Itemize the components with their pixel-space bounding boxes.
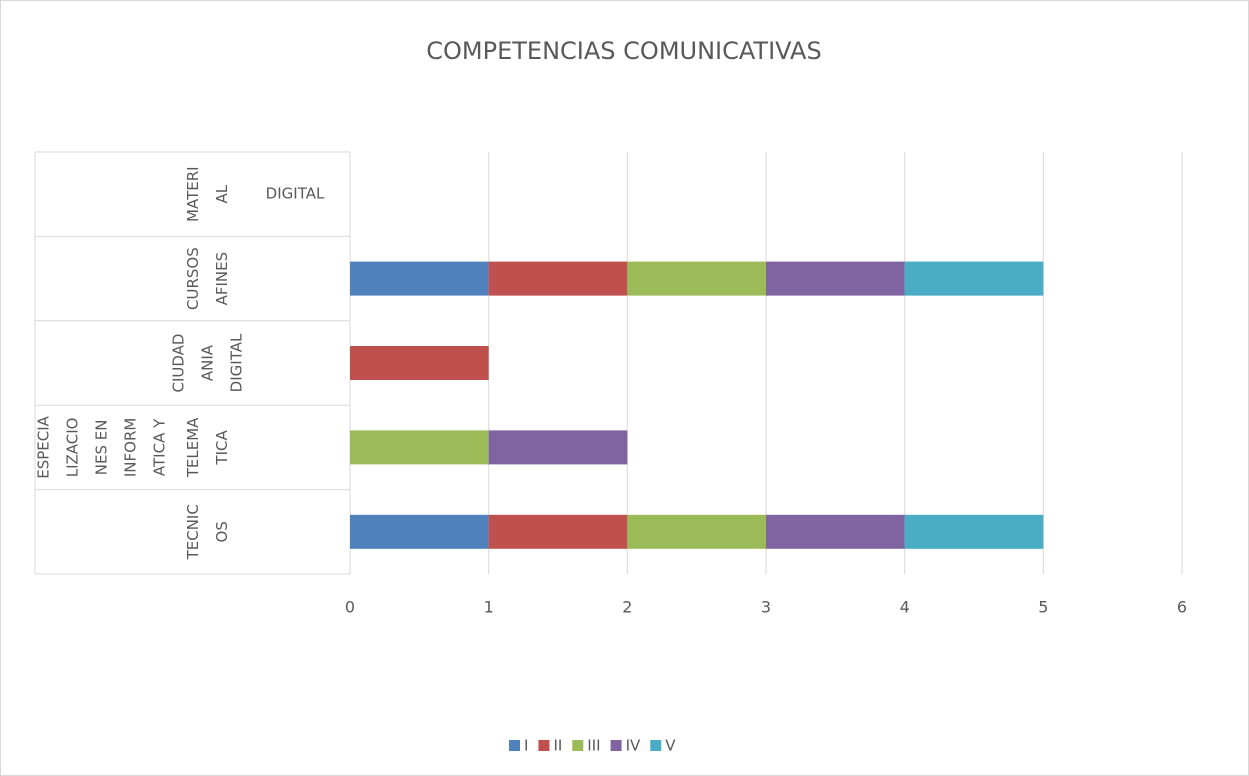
bar-segment [350, 514, 489, 549]
bar-segment [904, 514, 1044, 549]
legend-swatch [538, 740, 550, 751]
legend-label: V [665, 737, 676, 755]
bar-segment [488, 514, 628, 549]
group-label: NES EN [93, 420, 111, 476]
legend-swatch [509, 740, 520, 751]
category-label: AL [213, 184, 231, 203]
legend-swatch [572, 740, 584, 751]
bar-segment [904, 261, 1044, 296]
bar-segment [350, 261, 489, 296]
category-label: MATERI [184, 166, 202, 222]
bar-segment [766, 261, 905, 296]
x-tick-label: 2 [622, 598, 632, 617]
group-label: INFORM [122, 418, 140, 477]
x-tick-label: 1 [484, 598, 494, 617]
category-label: TELEMA [184, 417, 202, 478]
x-tick-label: 3 [761, 598, 771, 617]
x-tick-label: 6 [1177, 598, 1187, 617]
x-tick-label: 0 [345, 598, 355, 617]
x-tick-label: 5 [1038, 598, 1048, 617]
group-label: LIZACIO [64, 418, 82, 478]
legend-swatch [610, 740, 622, 751]
category-label: CURSOS [184, 247, 202, 310]
category-label: DIGITAL [228, 333, 246, 392]
legend-swatch [650, 740, 662, 751]
bar-segment [488, 430, 628, 465]
bar-segment [627, 261, 766, 296]
legend-label: IV [626, 737, 641, 755]
bar-segment [488, 261, 628, 296]
x-tick-label: 4 [900, 598, 910, 617]
group-label: DIGITAL [266, 185, 325, 203]
legend-label: III [587, 737, 600, 755]
chart-title: COMPETENCIAS COMUNICATIVAS [426, 37, 821, 65]
group-label: ATICA Y [151, 418, 169, 476]
bar-segment [350, 346, 489, 380]
legend-label: I [524, 737, 528, 755]
legend-label: II [553, 737, 562, 755]
category-label: AFINES [213, 252, 231, 306]
category-label: ANIA [199, 344, 217, 381]
category-label: TICA [213, 430, 231, 466]
category-label: OS [213, 521, 231, 542]
category-label: CIUDAD [170, 334, 188, 393]
group-label: ESPECIA [35, 415, 53, 478]
category-label: TECNIC [184, 504, 202, 560]
bar-segment [350, 430, 489, 465]
bar-segment [627, 514, 766, 549]
bar-segment [766, 514, 905, 549]
